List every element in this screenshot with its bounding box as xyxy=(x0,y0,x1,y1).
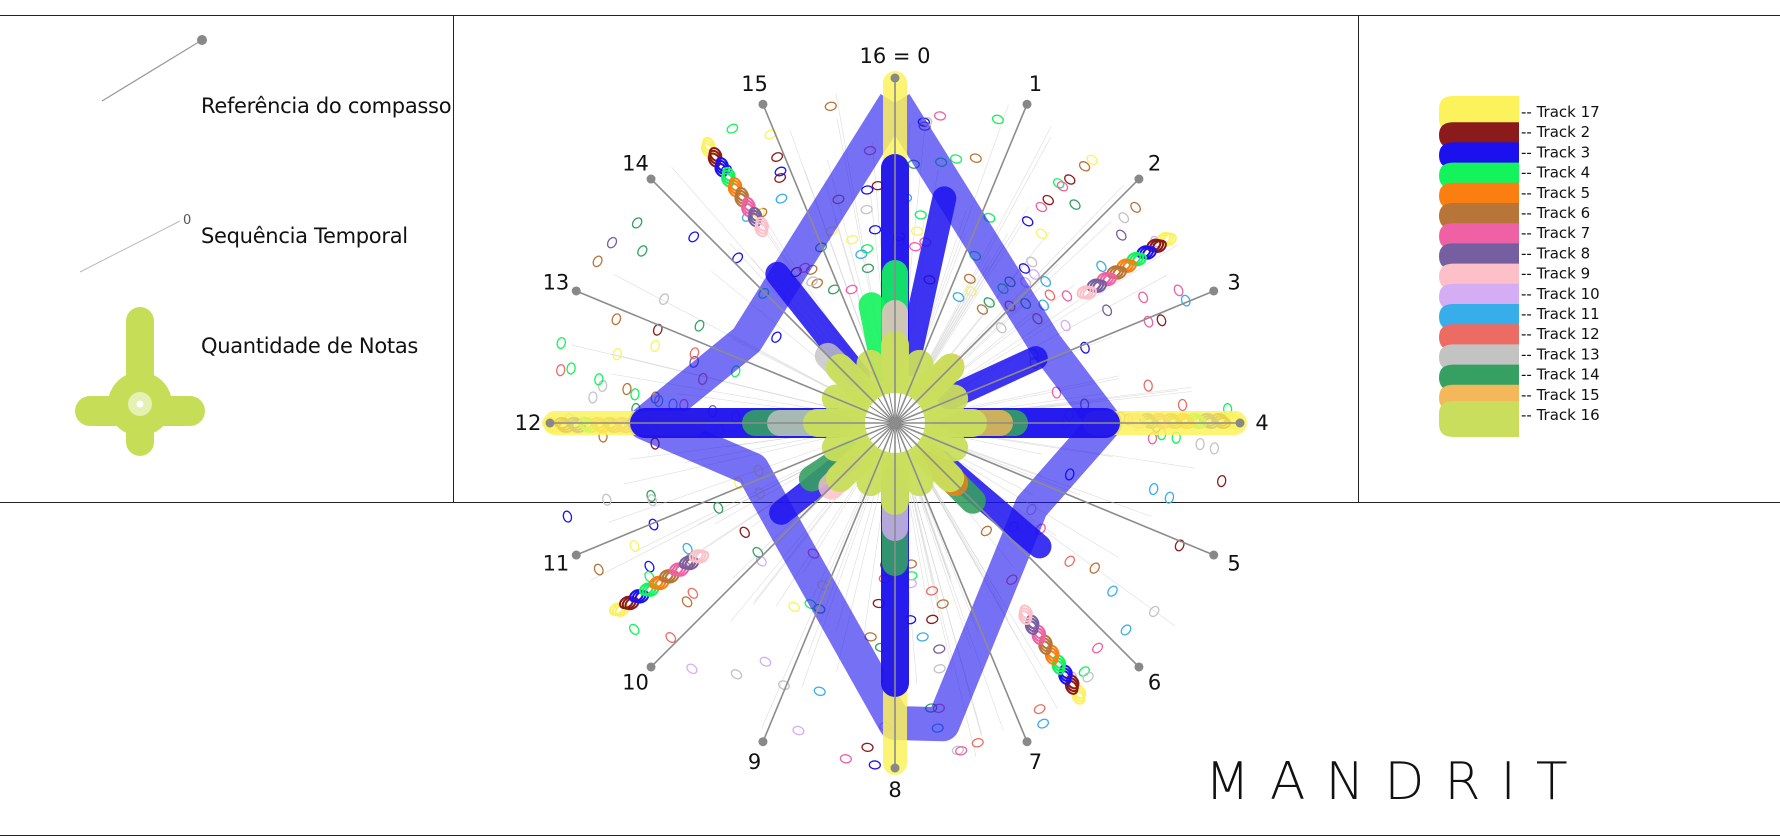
track-swatch xyxy=(1439,142,1519,169)
measure-axis-label: 10 xyxy=(622,671,649,695)
note-quantity-glyph xyxy=(75,307,205,456)
measure-axis-label: 3 xyxy=(1227,271,1240,295)
track-label: -- Track 2 xyxy=(1521,123,1590,141)
measure-axis-dot xyxy=(545,418,555,428)
measure-axis-dot xyxy=(890,73,900,83)
measure-axis-dot xyxy=(758,99,768,109)
measure-axis-label: 5 xyxy=(1227,551,1240,575)
track-swatch xyxy=(1439,324,1519,351)
track-label: -- Track 8 xyxy=(1521,244,1590,262)
measure-axis-label: 14 xyxy=(622,151,649,175)
time-sequence-marker: 0 xyxy=(183,213,191,228)
track-swatch xyxy=(1439,243,1519,270)
measure-axis-label: 15 xyxy=(741,72,768,96)
time-sequence-line xyxy=(79,220,181,273)
frame-bottom-line xyxy=(0,835,1780,836)
track-swatch xyxy=(1439,182,1519,209)
measure-axis-dot xyxy=(1022,737,1032,747)
track-label: -- Track 6 xyxy=(1521,204,1590,222)
brand-wordmark: MANDRIT xyxy=(1205,752,1588,812)
track-label: -- Track 5 xyxy=(1521,184,1590,202)
track-swatch xyxy=(1439,283,1519,310)
measure-axis-label: 16 = 0 xyxy=(859,44,930,68)
frame-top-line xyxy=(0,15,1780,16)
track-label: -- Track 15 xyxy=(1521,386,1600,404)
measure-axis-label: 4 xyxy=(1255,411,1268,435)
measure-axis-label: 9 xyxy=(748,750,761,774)
measure-axis-label: 1 xyxy=(1029,72,1042,96)
measure-axis-dot xyxy=(1209,550,1219,560)
track-label: -- Track 11 xyxy=(1521,305,1600,323)
track-swatch xyxy=(1439,401,1519,437)
measure-reference-label: Referência do compasso xyxy=(201,94,452,118)
measure-reference-dot xyxy=(197,35,207,45)
measure-axis-dot xyxy=(646,662,656,672)
track-swatch xyxy=(1439,344,1519,371)
measure-axis-dot xyxy=(758,737,768,747)
measure-axis-dot xyxy=(890,763,900,773)
track-swatch xyxy=(1439,364,1519,391)
track-swatch xyxy=(1439,162,1519,189)
measure-axis-dot xyxy=(1235,418,1245,428)
measure-axis-dot xyxy=(571,550,581,560)
track-swatch xyxy=(1439,304,1519,330)
track-label: -- Track 10 xyxy=(1521,285,1600,303)
reference-glyphs: 0 xyxy=(75,35,207,456)
track-label: -- Track 9 xyxy=(1521,265,1590,283)
track-swatch xyxy=(1439,122,1519,149)
track-label: -- Track 4 xyxy=(1521,164,1590,182)
time-sequence-label: Sequência Temporal xyxy=(201,224,408,248)
measure-axis-dot xyxy=(1209,286,1219,296)
note-quantity-label: Quantidade de Notas xyxy=(201,334,419,358)
track-3-envelope xyxy=(628,93,1122,742)
track-label: -- Track 17 xyxy=(1521,103,1600,121)
measure-axis-dot xyxy=(646,174,656,184)
track-label: -- Track 16 xyxy=(1521,406,1600,424)
reference-legend-panel: 0 Referência do compasso Sequência Tempo… xyxy=(0,15,454,503)
measure-axis-label: 6 xyxy=(1148,671,1161,695)
track-label: -- Track 12 xyxy=(1521,325,1600,343)
measure-axis-dot xyxy=(571,286,581,296)
track-label: -- Track 7 xyxy=(1521,224,1590,242)
measure-axis-label: 7 xyxy=(1029,750,1042,774)
track-legend-panel: -- Track 17 -- Track 2 -- Track 3 -- Track … xyxy=(1358,15,1780,503)
track-swatch xyxy=(1439,263,1519,290)
track-swatch xyxy=(1439,223,1519,250)
measure-axis-label: 8 xyxy=(888,778,901,800)
measure-axis-label: 2 xyxy=(1148,151,1161,175)
measure-axis-label: 12 xyxy=(515,411,542,435)
measure-reference-line xyxy=(101,39,203,102)
track-label: -- Track 13 xyxy=(1521,345,1600,363)
measure-axis-dot xyxy=(1134,662,1144,672)
measure-axis-dot xyxy=(1134,174,1144,184)
track-label: -- Track 3 xyxy=(1521,143,1590,161)
measure-axis-dot xyxy=(1022,99,1032,109)
track-swatch xyxy=(1439,203,1519,229)
measure-axis-label: 13 xyxy=(543,271,570,295)
measure-axis-label: 11 xyxy=(543,551,570,575)
track-label: -- Track 14 xyxy=(1521,366,1600,384)
track-legend: -- Track 17 -- Track 2 -- Track 3 -- Track … xyxy=(1439,96,1600,437)
